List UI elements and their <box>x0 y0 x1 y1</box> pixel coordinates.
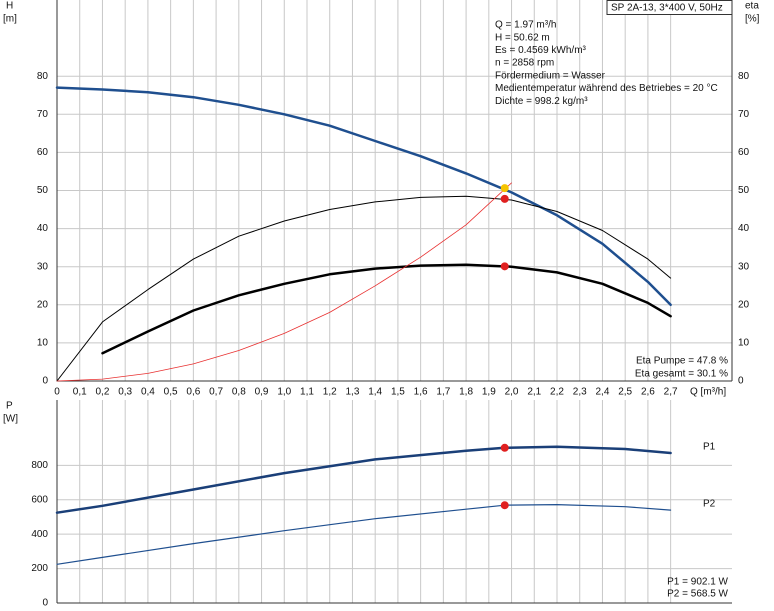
curve <box>56 504 672 565</box>
x-tick-label: 2,7 <box>664 387 678 398</box>
x-tick-label: 0,4 <box>141 387 155 398</box>
x-tick-label: 1,0 <box>277 387 291 398</box>
curve <box>55 445 672 514</box>
curve-label: P1 <box>703 442 716 453</box>
y-axis-label: H <box>6 1 13 12</box>
curve-label: P2 <box>703 499 716 510</box>
x-tick-label: 2,5 <box>618 387 632 398</box>
y2-tick-label: 10 <box>738 338 750 349</box>
x-tick-label: 0,9 <box>255 387 269 398</box>
x-tick-label: 0,1 <box>73 387 87 398</box>
y-tick-label: 50 <box>37 185 49 196</box>
power-note: P1 = 902.1 W <box>667 577 728 588</box>
x-tick-label: 1,4 <box>368 387 382 398</box>
operating-point <box>500 443 509 452</box>
y-axis-unit: [m] <box>3 14 17 25</box>
x-tick-label: 2,2 <box>550 387 564 398</box>
y2-tick-label: 40 <box>738 223 750 234</box>
operating-point <box>500 184 509 193</box>
y-tick-label: 10 <box>37 338 49 349</box>
y2-tick-label: 0 <box>738 376 744 387</box>
y-tick-label: 20 <box>37 299 49 310</box>
annotation: Fördermedium = Wasser <box>495 70 606 81</box>
x-tick-label: 2,0 <box>505 387 519 398</box>
operating-point <box>500 194 509 203</box>
x-tick-label: 0,2 <box>96 387 110 398</box>
title-box <box>606 0 733 15</box>
x-tick-label: 1,6 <box>414 387 428 398</box>
y2-tick-label: 70 <box>738 109 750 120</box>
curve <box>56 182 512 382</box>
x-tick-label: 0,6 <box>186 387 200 398</box>
chart-title: SP 2A-13, 3*400 V, 50Hz <box>611 3 723 14</box>
x-tick-label: 0,3 <box>118 387 132 398</box>
x-tick-label: 1,7 <box>436 387 450 398</box>
y-tick-label: 800 <box>31 460 48 471</box>
annotation: Es = 0.4569 kWh/m³ <box>495 45 587 56</box>
y-axis-label: P <box>6 401 13 412</box>
y2-tick-label: 60 <box>738 147 750 158</box>
x-axis-label: Q [m³/h] <box>690 387 726 398</box>
y-tick-label: 40 <box>37 223 49 234</box>
x-tick-label: 2,6 <box>641 387 655 398</box>
y-tick-label: 200 <box>31 563 48 574</box>
annotation: Q = 1.97 m³/h <box>495 20 556 31</box>
x-tick-label: 0,8 <box>232 387 246 398</box>
x-tick-label: 1,2 <box>323 387 337 398</box>
y2-tick-label: 80 <box>738 71 750 82</box>
y-tick-label: 0 <box>42 598 48 609</box>
eta-note: Eta Pumpe = 47.8 % <box>636 356 728 367</box>
x-tick-label: 1,9 <box>482 387 496 398</box>
y-tick-label: 60 <box>37 147 49 158</box>
y-tick-label: 80 <box>37 71 49 82</box>
y-tick-label: 30 <box>37 261 49 272</box>
y-tick-label: 600 <box>31 494 48 505</box>
annotation: n = 2858 rpm <box>495 58 554 69</box>
power-note: P2 = 568.5 W <box>667 589 728 600</box>
y-tick-label: 0 <box>42 376 48 387</box>
x-tick-label: 1,3 <box>346 387 360 398</box>
y2-tick-label: 20 <box>738 299 750 310</box>
y2-tick-label: 30 <box>738 261 750 272</box>
y-tick-label: 70 <box>37 109 49 120</box>
x-tick-label: 0 <box>54 387 60 398</box>
annotation: H = 50.62 m <box>495 32 550 43</box>
x-tick-label: 2,3 <box>573 387 587 398</box>
y2-axis-label: eta <box>745 1 759 12</box>
y-tick-label: 400 <box>31 529 48 540</box>
y2-axis-unit: [%] <box>745 14 760 25</box>
x-tick-label: 0,7 <box>209 387 223 398</box>
x-tick-label: 0,5 <box>164 387 178 398</box>
x-tick-label: 1,1 <box>300 387 314 398</box>
curve <box>56 195 672 382</box>
y-axis-unit: [W] <box>3 414 18 425</box>
x-tick-label: 2,1 <box>527 387 541 398</box>
eta-note: Eta gesamt = 30.1 % <box>635 369 728 380</box>
y2-tick-label: 50 <box>738 185 750 196</box>
operating-point <box>500 262 509 271</box>
x-tick-label: 1,5 <box>391 387 405 398</box>
curve <box>101 263 672 355</box>
x-tick-label: 1,8 <box>459 387 473 398</box>
operating-point <box>500 501 509 510</box>
x-tick-label: 2,4 <box>596 387 610 398</box>
annotation: Dichte = 998.2 kg/m³ <box>495 96 588 107</box>
annotation: Medientemperatur während des Betriebes =… <box>495 83 718 94</box>
curve <box>55 86 672 307</box>
